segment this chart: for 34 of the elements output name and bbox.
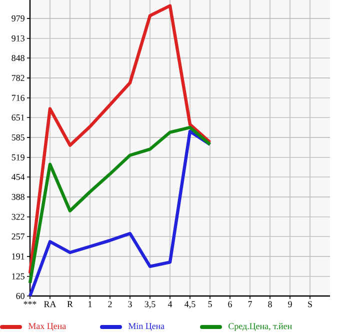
- x-tick-label: 3,5: [144, 301, 156, 308]
- legend-label: Сред.Цена, т.йен: [228, 322, 292, 332]
- y-tick-label: 913: [12, 35, 24, 42]
- x-tick-label: 9: [288, 301, 292, 308]
- x-tick-label: 4: [168, 301, 172, 308]
- y-tick-label: 782: [12, 74, 24, 81]
- y-tick-label: 454: [12, 174, 25, 180]
- y-tick-label: 125: [12, 273, 24, 280]
- y-tick-label: 979: [12, 15, 24, 22]
- legend-label: Max Цена: [28, 323, 66, 331]
- x-tick-label: 4,5: [184, 301, 196, 308]
- y-tick-label: 322: [12, 214, 24, 220]
- y-tick-label: 519: [12, 154, 24, 160]
- line-series: [28, 4, 212, 275]
- x-tick-label: 5: [208, 301, 212, 308]
- x-tick-label: RA: [44, 301, 56, 308]
- y-tick-label: 651: [12, 114, 24, 121]
- x-tick-label: 3: [128, 301, 132, 308]
- y-tick-label: 848: [12, 54, 24, 62]
- y-tick-label: 388: [12, 194, 24, 200]
- y-tick-label: 60: [16, 292, 24, 300]
- x-tick-label: 2: [108, 301, 112, 308]
- x-tick-label: 7: [248, 301, 252, 308]
- x-tick-label: ***: [24, 301, 36, 304]
- y-tick-label: 257: [12, 233, 25, 240]
- y-tick-label: 191: [12, 253, 24, 260]
- x-tick-label: 1: [88, 301, 92, 308]
- legend-label: Min Цена: [128, 323, 164, 331]
- x-tick-label: 6: [228, 301, 232, 308]
- x-tick-label: R: [67, 301, 73, 308]
- y-tick-label: 716: [12, 94, 25, 101]
- x-tick-label: S: [308, 301, 312, 308]
- y-tick-label: 585: [12, 134, 24, 140]
- x-tick-label: 8: [268, 301, 272, 308]
